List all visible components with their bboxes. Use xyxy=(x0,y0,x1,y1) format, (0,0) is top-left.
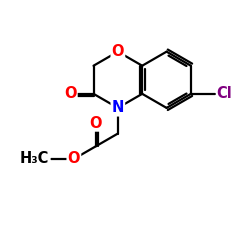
Text: O: O xyxy=(64,86,76,101)
Text: N: N xyxy=(112,100,124,116)
Text: O: O xyxy=(90,116,102,130)
Text: H₃C: H₃C xyxy=(20,152,50,166)
Text: O: O xyxy=(112,44,124,59)
Text: O: O xyxy=(68,152,80,166)
Text: Cl: Cl xyxy=(216,86,232,101)
